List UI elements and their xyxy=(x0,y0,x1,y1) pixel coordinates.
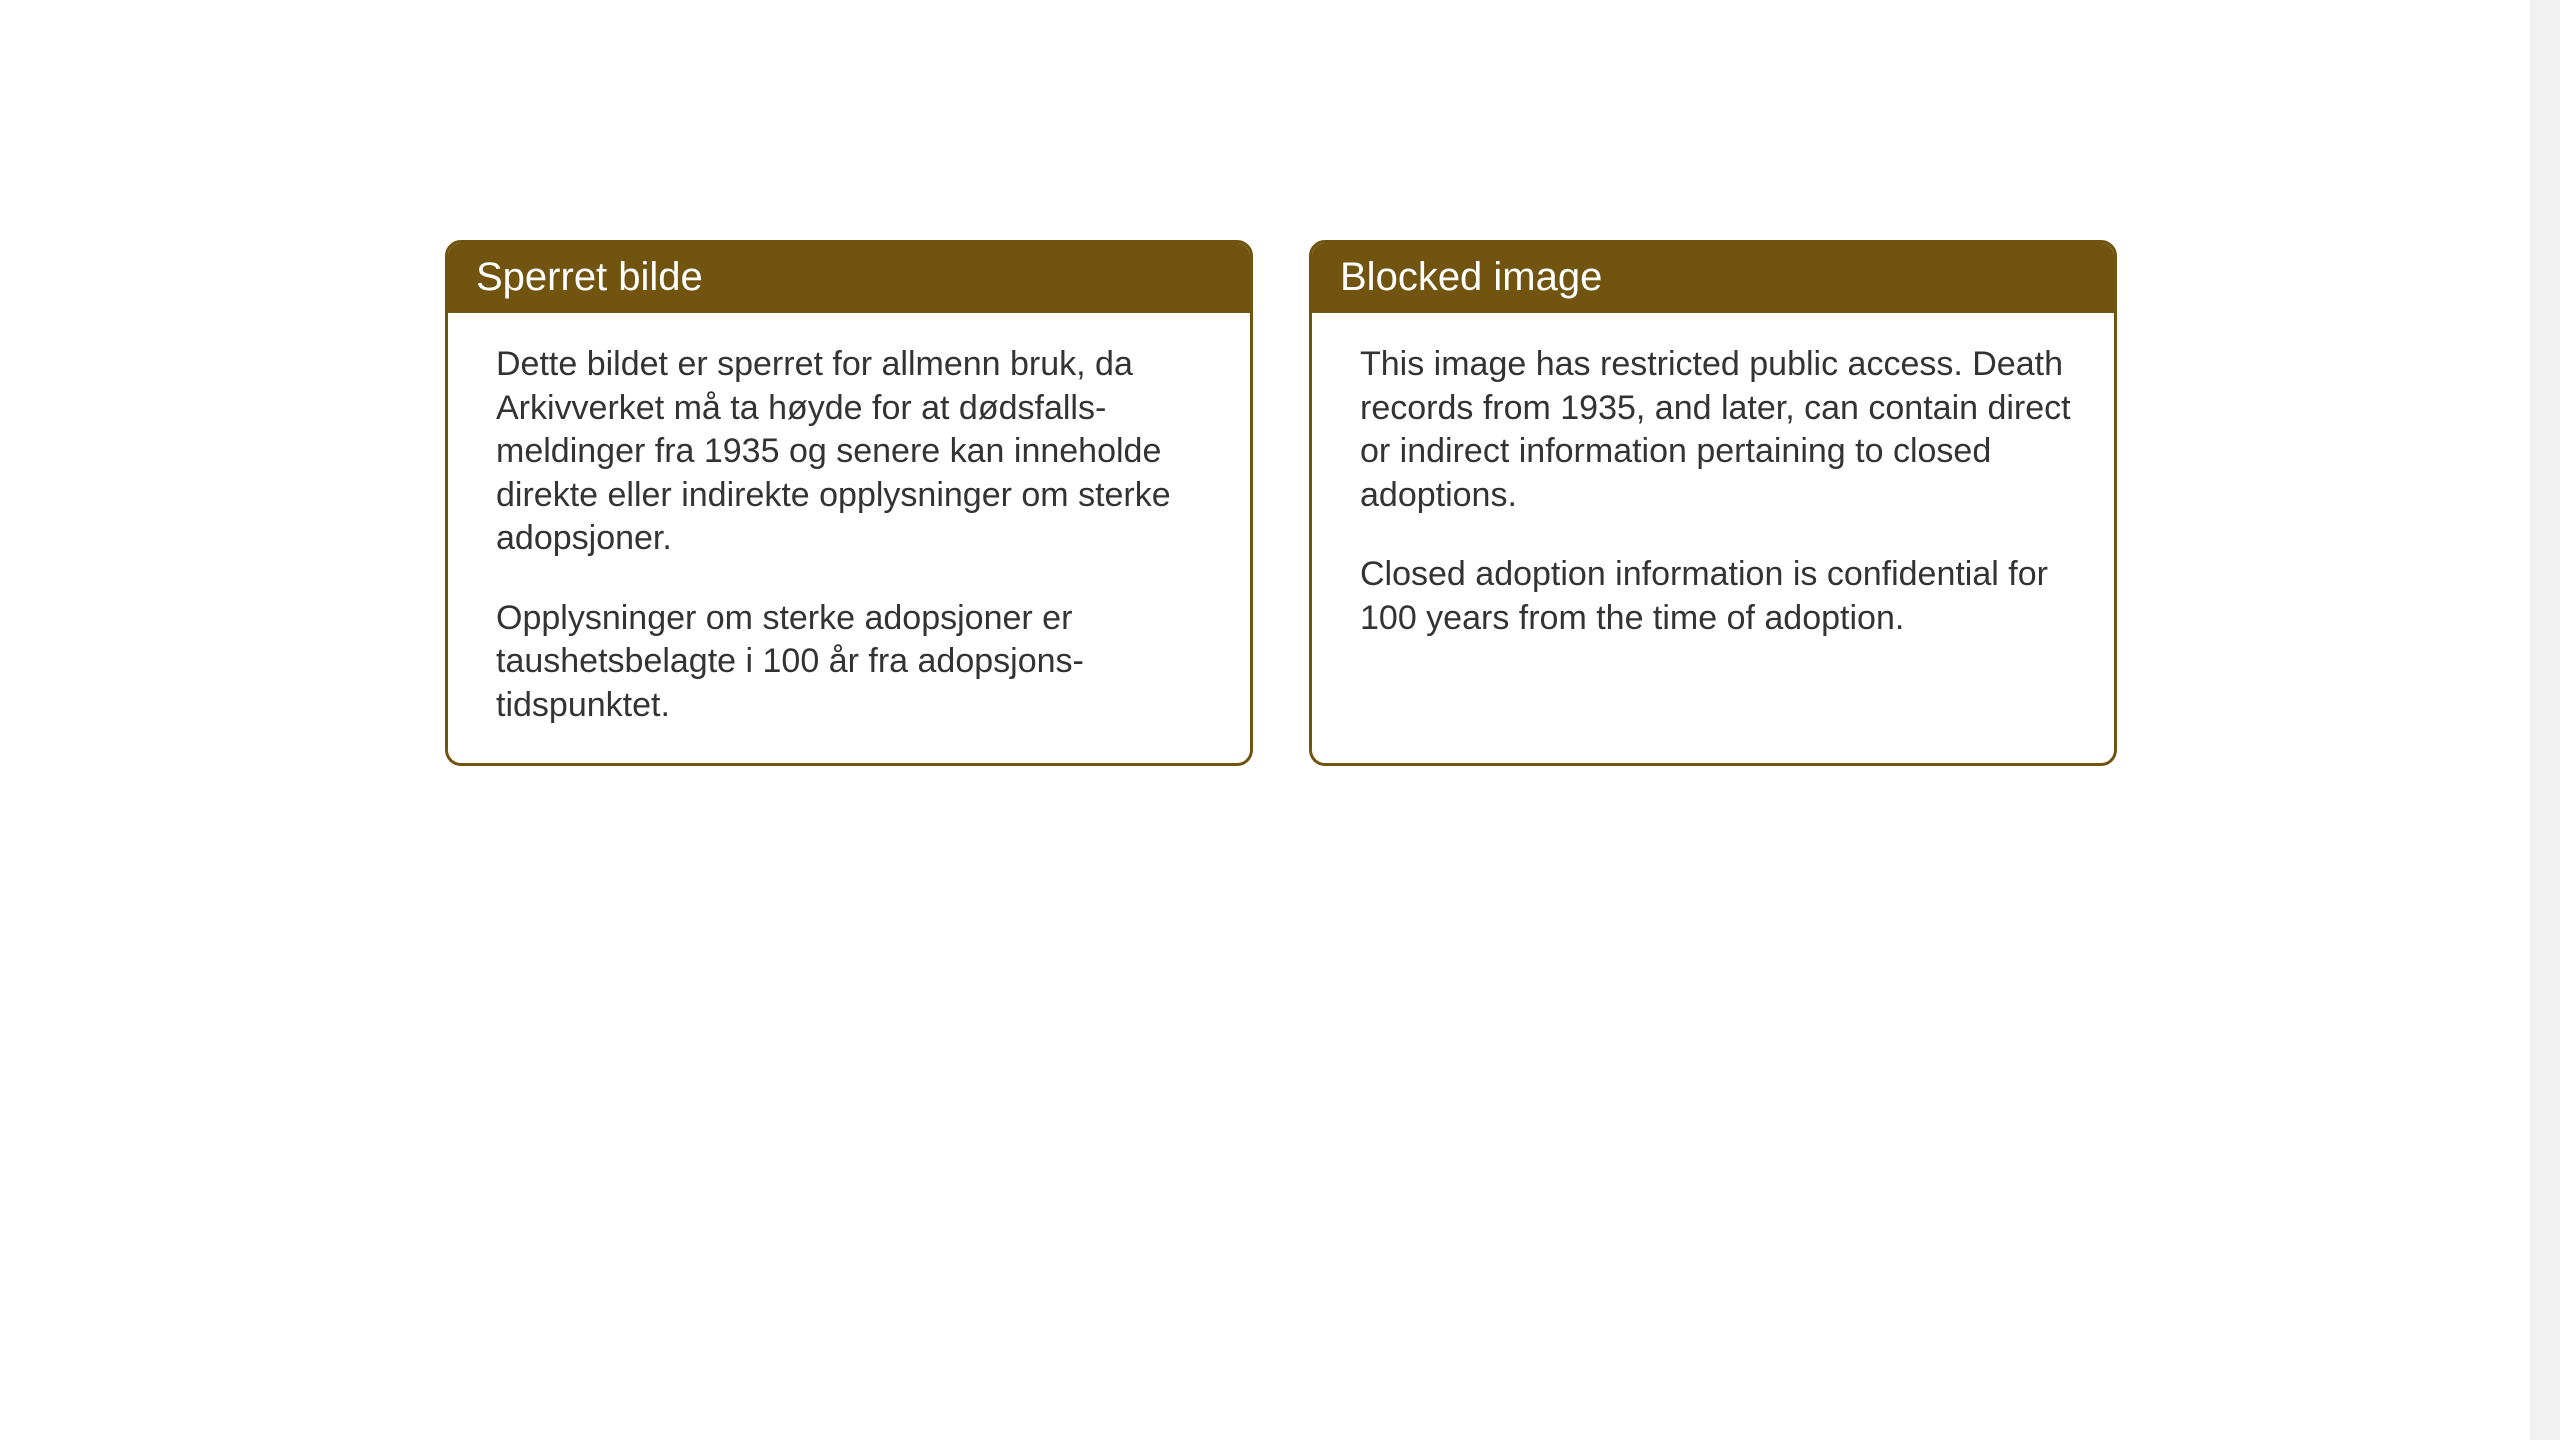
info-box-norwegian: Sperret bilde Dette bildet er sperret fo… xyxy=(445,240,1253,766)
info-box-paragraph-1-english: This image has restricted public access.… xyxy=(1360,343,2078,517)
info-box-title-norwegian: Sperret bilde xyxy=(476,255,703,299)
info-box-body-norwegian: Dette bildet er sperret for allmenn bruk… xyxy=(448,313,1250,763)
info-box-paragraph-2-norwegian: Opplysninger om sterke adopsjoner er tau… xyxy=(496,597,1214,728)
info-box-paragraph-1-norwegian: Dette bildet er sperret for allmenn bruk… xyxy=(496,343,1214,561)
info-box-english: Blocked image This image has restricted … xyxy=(1309,240,2117,766)
info-box-header-norwegian: Sperret bilde xyxy=(448,243,1250,313)
info-box-title-english: Blocked image xyxy=(1340,255,1602,299)
info-boxes-container: Sperret bilde Dette bildet er sperret fo… xyxy=(445,240,2117,766)
info-box-paragraph-2-english: Closed adoption information is confident… xyxy=(1360,553,2078,640)
info-box-body-english: This image has restricted public access.… xyxy=(1312,313,2114,676)
info-box-header-english: Blocked image xyxy=(1312,243,2114,313)
scrollbar-track[interactable] xyxy=(2530,0,2560,1440)
